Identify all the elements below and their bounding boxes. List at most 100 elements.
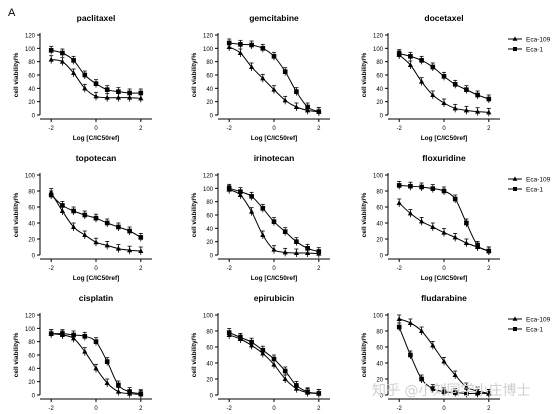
y-tick-label: 80 [376, 190, 383, 196]
data-point-triangle [138, 248, 144, 253]
data-point-square [419, 376, 424, 382]
data-point-square [282, 69, 288, 74]
data-point-triangle [104, 94, 110, 100]
data-point-square [271, 219, 277, 224]
chart-title: irinotecan [254, 153, 295, 163]
y-tick-label: 20 [28, 380, 35, 386]
data-point-triangle [441, 100, 447, 105]
y-axis-label: cell viability/% [13, 333, 20, 378]
data-point-triangle [271, 246, 277, 252]
data-point-triangle [82, 85, 88, 91]
data-point-triangle [127, 94, 133, 100]
data-point-square [93, 81, 99, 86]
data-point-square [226, 40, 232, 46]
data-point-square [238, 42, 243, 47]
y-tick-label: 40 [376, 87, 383, 93]
chart-title: gemcitabine [249, 13, 299, 23]
data-point-square [238, 335, 243, 340]
chart-panel-docetaxel: docetaxel 0 20 40 60 80 100 120 -2 0 2 Log [C/IC50r… [361, 13, 551, 142]
data-point-triangle [127, 247, 133, 253]
x-tick-label: 0 [442, 266, 446, 272]
y-tick-label: 40 [28, 87, 35, 93]
data-point-triangle [486, 109, 492, 115]
legend-label: Eca-109 [526, 317, 551, 324]
data-point-square [249, 42, 254, 48]
data-point-square [260, 347, 266, 353]
y-tick-label: 0 [32, 394, 36, 400]
x-axis-label: Log [C/IC50ref] [251, 275, 298, 282]
data-point-triangle [430, 342, 436, 348]
x-tick-label: -2 [397, 266, 403, 272]
x-axis-label: Log [C/IC50ref] [421, 135, 468, 142]
data-point-triangle [452, 372, 458, 377]
data-point-square [48, 48, 54, 53]
y-tick-label: 100 [203, 47, 214, 53]
y-tick-label: 80 [28, 340, 35, 346]
x-tick-label: 2 [139, 406, 143, 412]
data-point-triangle [249, 208, 255, 214]
y-tick-label: 80 [28, 190, 35, 196]
data-point-square [464, 87, 469, 92]
data-point-square [441, 188, 447, 194]
legend-marker-square [513, 327, 517, 331]
data-point-square [226, 330, 232, 335]
data-point-triangle [282, 97, 288, 103]
legend-label: Eca-109 [526, 177, 551, 184]
data-point-square [294, 383, 299, 388]
data-point-triangle [71, 224, 77, 229]
y-tick-label: 20 [376, 238, 383, 244]
data-point-triangle [475, 108, 481, 114]
data-point-triangle [237, 50, 243, 55]
data-point-triangle [282, 249, 288, 255]
data-point-square [249, 194, 254, 199]
data-point-square [138, 90, 144, 96]
y-tick-label: 0 [32, 254, 36, 260]
data-point-square [408, 183, 413, 189]
y-tick-label: 60 [376, 74, 383, 80]
y-tick-label: 40 [376, 222, 383, 228]
data-point-triangle [138, 95, 144, 101]
y-tick-label: 20 [28, 238, 35, 244]
x-axis-label: Log [C/IC50ref] [421, 275, 468, 282]
y-tick-label: 40 [28, 367, 35, 373]
data-point-triangle [59, 208, 65, 213]
y-tick-label: 0 [210, 254, 214, 260]
x-axis-label: Log [C/IC50ref] [73, 135, 120, 142]
series-line-Eca-1 [399, 184, 490, 252]
data-point-square [116, 89, 121, 94]
data-point-square [408, 54, 413, 59]
y-axis-label: cell viability/% [191, 53, 198, 98]
data-point-square [93, 215, 99, 221]
data-point-square [396, 51, 402, 56]
data-point-square [294, 89, 299, 94]
data-point-triangle [115, 245, 121, 251]
data-point-triangle [82, 348, 88, 354]
data-point-square [464, 391, 469, 396]
y-tick-label: 40 [376, 362, 383, 368]
y-tick-label: 0 [210, 114, 214, 120]
legend-marker-triangle [512, 176, 518, 181]
y-tick-label: 60 [206, 214, 213, 220]
data-point-triangle [271, 86, 277, 92]
y-tick-label: 60 [206, 74, 213, 80]
legend-label: Eca-109 [526, 37, 551, 44]
data-point-square [475, 92, 480, 98]
y-tick-label: 0 [210, 394, 214, 400]
x-tick-label: -2 [227, 266, 233, 272]
y-axis-label: cell viability/% [13, 53, 20, 98]
x-tick-label: 2 [139, 266, 143, 272]
data-point-triangle [419, 328, 425, 333]
x-tick-label: 2 [139, 126, 143, 132]
legend-label: Eca-1 [526, 47, 543, 54]
data-point-triangle [104, 242, 110, 248]
data-point-square [316, 391, 322, 396]
y-tick-label: 60 [376, 346, 383, 352]
data-point-triangle [260, 75, 266, 81]
legend-label: Eca-1 [526, 327, 543, 334]
data-point-triangle [396, 200, 402, 205]
legend-marker-triangle [512, 316, 518, 321]
data-point-square [116, 224, 121, 230]
panel-label: A [8, 7, 16, 19]
chart-title: docetaxel [424, 13, 463, 23]
